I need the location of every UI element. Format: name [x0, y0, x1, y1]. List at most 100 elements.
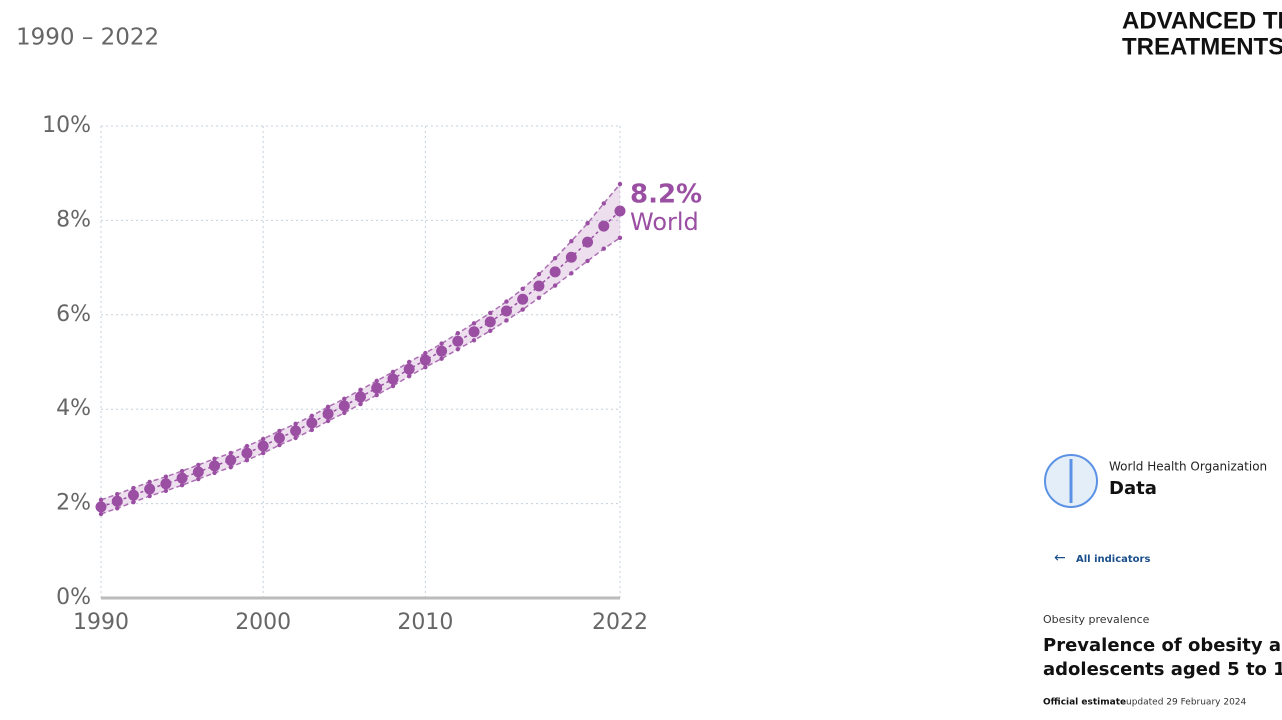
- series-line: [100, 210, 621, 508]
- interval-dot: [455, 347, 461, 352]
- interval-dot: [520, 307, 525, 312]
- data-point: [176, 472, 188, 484]
- interval-dot: [196, 462, 201, 468]
- interval-dot: [471, 338, 477, 343]
- y-tick-label: 10%: [42, 113, 91, 138]
- interval-dot: [471, 321, 477, 326]
- interval-dot: [212, 470, 217, 476]
- interval-dot: [196, 476, 201, 482]
- data-point: [517, 293, 529, 305]
- interval-dot: [390, 383, 396, 389]
- data-point: [192, 466, 204, 478]
- interval-dot: [520, 286, 525, 292]
- data-point: [144, 483, 156, 495]
- interval-dot: [293, 421, 298, 427]
- interval-dot: [536, 272, 542, 277]
- data-point: [355, 391, 366, 403]
- interval-dot: [423, 364, 428, 370]
- interval-dot: [277, 428, 282, 434]
- data-point: [127, 489, 139, 501]
- data-point: [452, 335, 464, 347]
- interval-dot: [552, 255, 558, 261]
- data-point: [436, 345, 448, 357]
- interval-dot: [228, 465, 233, 470]
- interval-dot: [406, 373, 412, 379]
- x-tick-label: 1990: [73, 610, 129, 635]
- interval-dot: [504, 299, 509, 304]
- interval-dot: [147, 493, 152, 499]
- interval-dot: [488, 328, 493, 334]
- interval-dot: [244, 443, 250, 449]
- interval-dot: [504, 318, 509, 323]
- interval-dot: [439, 356, 444, 361]
- value-label: 8.2%: [630, 179, 702, 209]
- back-link[interactable]: All indicators: [1076, 554, 1150, 565]
- who-organization: World Health Organization: [1109, 460, 1267, 474]
- interval-dot: [115, 506, 120, 511]
- interval-dot: [358, 401, 363, 407]
- data-point: [273, 432, 285, 444]
- interval-dot: [455, 331, 461, 336]
- who-logo: [1044, 454, 1098, 508]
- data-point: [160, 478, 172, 490]
- x-tick-label: 2022: [592, 610, 648, 635]
- data-point: [387, 373, 399, 385]
- interval-dot: [277, 442, 282, 448]
- interval-dot: [212, 456, 217, 461]
- back-arrow[interactable]: ←: [1054, 550, 1066, 566]
- interval-dot: [163, 474, 169, 479]
- interval-dot: [358, 387, 363, 393]
- interval-dot: [163, 488, 169, 494]
- who-title: Prevalence of obesity am: [1043, 635, 1282, 656]
- data-point: [500, 305, 512, 317]
- data-point: [241, 447, 253, 459]
- slide-header: ADVANCED TEC: [1122, 7, 1282, 34]
- interval-dot: [617, 235, 623, 241]
- interval-dot: [131, 485, 136, 491]
- interval-dot: [260, 436, 266, 442]
- y-tick-label: 0%: [56, 585, 91, 610]
- interval-dot: [406, 359, 412, 365]
- who-category: Obesity prevalence: [1043, 613, 1150, 626]
- interval-band: [101, 184, 620, 514]
- interval-dot: [439, 341, 444, 346]
- interval-dot: [390, 369, 396, 375]
- data-point: [95, 501, 107, 513]
- interval-dot: [131, 499, 136, 505]
- y-tick-label: 2%: [56, 491, 91, 516]
- who-title: adolescents aged 5 to 19 y: [1043, 659, 1282, 680]
- interval-dot: [325, 418, 331, 424]
- interval-dot: [309, 427, 315, 433]
- who-updated: updated 29 February 2024: [1126, 698, 1247, 708]
- interval-dot: [260, 450, 266, 456]
- interval-dot: [585, 221, 590, 226]
- data-point: [582, 236, 594, 248]
- interval-dot: [552, 283, 558, 288]
- interval-dot: [374, 378, 379, 384]
- interval-dot: [601, 246, 606, 251]
- interval-dot: [601, 201, 606, 206]
- interval-dot: [115, 491, 120, 497]
- interval-dot: [244, 457, 250, 463]
- data-point: [111, 495, 123, 507]
- data-point: [484, 316, 496, 328]
- series-label: World: [630, 208, 699, 236]
- interval-dot: [617, 181, 623, 187]
- interval-upper: [100, 183, 621, 501]
- x-tick-label: 2010: [397, 610, 453, 635]
- who-estimate: Official estimate: [1043, 698, 1126, 708]
- interval-dot: [569, 238, 574, 244]
- chart-subtitle: 1990 – 2022: [16, 25, 159, 51]
- interval-dot: [309, 413, 315, 419]
- interval-dot: [585, 258, 590, 264]
- data-point: [225, 454, 237, 466]
- interval-dot: [98, 511, 104, 517]
- data-point: [338, 400, 350, 412]
- interval-dot: [342, 396, 347, 402]
- data-point: [209, 460, 221, 472]
- data-point: [614, 205, 626, 217]
- interval-dot: [293, 435, 298, 441]
- interval-dot: [98, 497, 104, 503]
- interval-dot: [488, 310, 493, 316]
